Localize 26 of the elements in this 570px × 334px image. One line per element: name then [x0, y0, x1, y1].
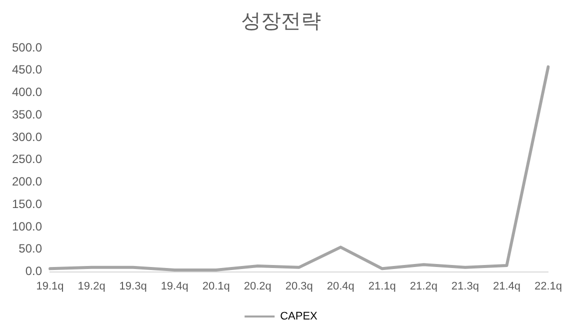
x-tick-label: 21.3q: [451, 280, 479, 292]
x-tick-label: 21.2q: [410, 280, 438, 292]
y-tick-label: 300.0: [12, 130, 42, 144]
x-tick-label: 20.4q: [326, 280, 354, 292]
legend-label: CAPEX: [280, 310, 318, 323]
y-tick-label: 0.0: [25, 264, 42, 278]
chart-title: 성장전략: [241, 10, 321, 33]
x-tick-label: 19.1q: [36, 280, 64, 292]
y-tick-label: 350.0: [12, 107, 42, 122]
y-tick-label: 500.0: [12, 40, 42, 54]
y-tick-label: 50.0: [18, 242, 42, 256]
y-tick-label: 150.0: [12, 196, 42, 211]
x-tick-label: 22.1q: [534, 280, 562, 292]
y-tick-label: 250.0: [12, 152, 42, 166]
y-tick-label: 400.0: [12, 85, 42, 100]
x-tick-label: 20.1q: [202, 280, 230, 292]
x-tick-label: 21.1q: [368, 280, 396, 292]
x-tick-label: 19.2q: [78, 280, 106, 292]
x-tick-label: 20.3q: [285, 280, 313, 292]
x-tick-label: 20.2q: [244, 280, 272, 292]
x-tick-label: 19.4q: [160, 280, 188, 292]
x-tick-label: 19.3q: [119, 280, 147, 292]
y-tick-label: 450.0: [12, 62, 42, 77]
x-tick-label: 21.4q: [492, 280, 520, 292]
y-tick-label: 200.0: [12, 174, 42, 189]
y-tick-label: 100.0: [12, 219, 42, 234]
